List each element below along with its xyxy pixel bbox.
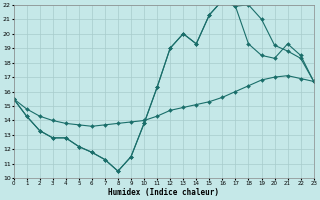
X-axis label: Humidex (Indice chaleur): Humidex (Indice chaleur)	[108, 188, 219, 197]
